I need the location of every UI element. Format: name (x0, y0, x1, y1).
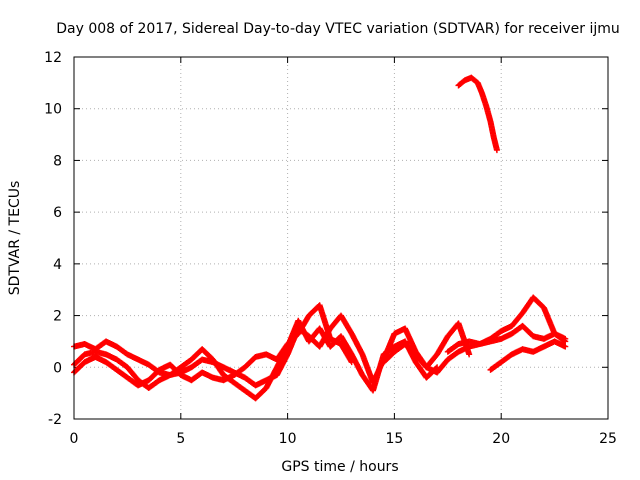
x-tick-label: 20 (492, 431, 510, 447)
x-tick-labels: 0 5 10 15 20 25 (70, 431, 617, 447)
y-tick-label: 10 (44, 102, 62, 118)
x-tick-label: 5 (176, 431, 185, 447)
y-axis-label: SDTVAR / TECUs (7, 181, 23, 296)
data-point (562, 335, 569, 342)
axis-ticks (73, 56, 609, 420)
y-tick-label: 0 (53, 360, 62, 376)
data-point (562, 343, 569, 350)
y-tick-label: -2 (48, 412, 62, 428)
y-tick-label: 12 (44, 50, 62, 66)
series-trace-5 (444, 294, 569, 355)
data-point (348, 359, 355, 366)
grid-lines (74, 57, 608, 419)
y-tick-label: 2 (53, 309, 62, 325)
data-point (466, 351, 473, 358)
x-tick-label: 0 (70, 431, 79, 447)
series-trace-3 (71, 302, 355, 389)
plot-frame (73, 56, 609, 420)
series-trace-6 (487, 338, 569, 373)
y-tick-label: 8 (53, 153, 62, 169)
y-tick-label: 4 (53, 257, 62, 273)
y-tick-labels: -2 0 2 4 6 8 10 12 (44, 50, 62, 428)
x-axis-label: GPS time / hours (281, 459, 398, 475)
series-trace-7 (455, 74, 500, 154)
x-tick-label: 15 (385, 431, 403, 447)
data-series (71, 74, 569, 402)
x-tick-label: 10 (279, 431, 297, 447)
chart-title: Day 008 of 2017, Sidereal Day-to-day VTE… (56, 21, 620, 37)
x-tick-label: 25 (599, 431, 617, 447)
data-point (493, 147, 500, 154)
y-tick-label: 6 (53, 205, 62, 221)
